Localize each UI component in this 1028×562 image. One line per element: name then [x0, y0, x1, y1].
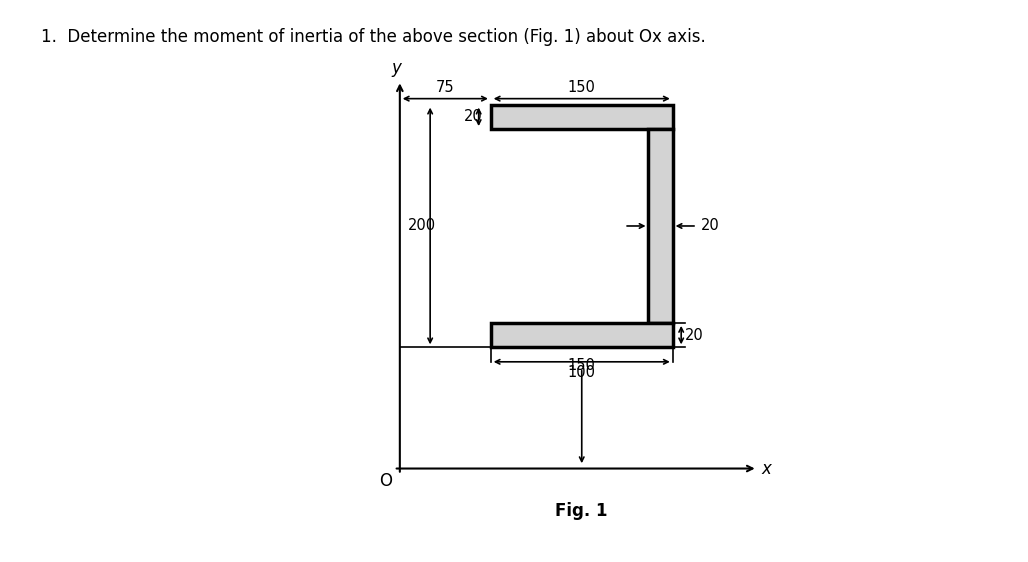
Text: y: y [392, 59, 401, 77]
Text: 100: 100 [567, 365, 596, 380]
Text: 75: 75 [436, 80, 454, 95]
Text: 150: 150 [567, 80, 595, 95]
Text: Fig. 1: Fig. 1 [555, 502, 608, 520]
Bar [490, 105, 672, 129]
Text: 150: 150 [567, 358, 595, 373]
Text: 20: 20 [685, 328, 703, 343]
Bar [649, 129, 672, 323]
Text: x: x [761, 460, 771, 478]
Text: 200: 200 [408, 219, 436, 233]
Text: O: O [379, 472, 393, 490]
Text: 20: 20 [464, 110, 482, 124]
Bar [490, 323, 672, 347]
Text: 1.  Determine the moment of inertia of the above section (Fig. 1) about Ox axis.: 1. Determine the moment of inertia of th… [41, 28, 706, 46]
Text: 20: 20 [701, 219, 720, 233]
